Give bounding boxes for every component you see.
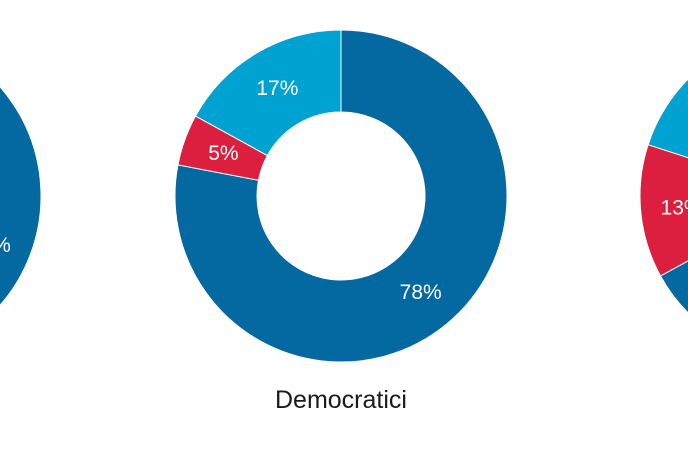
segment-label: 63%: [0, 234, 11, 257]
donut-segment: [194, 29, 342, 157]
donut-segment: [174, 29, 508, 363]
donut-segment: [647, 78, 688, 159]
segment-label: 13%: [661, 196, 688, 219]
chart-title: Democratici: [275, 386, 407, 414]
donut-segment: [0, 86, 42, 306]
segment-label: 17%: [256, 77, 298, 100]
donut-segment: [659, 260, 688, 314]
segment-label: 5%: [208, 142, 238, 165]
segment-label: 78%: [400, 281, 442, 304]
